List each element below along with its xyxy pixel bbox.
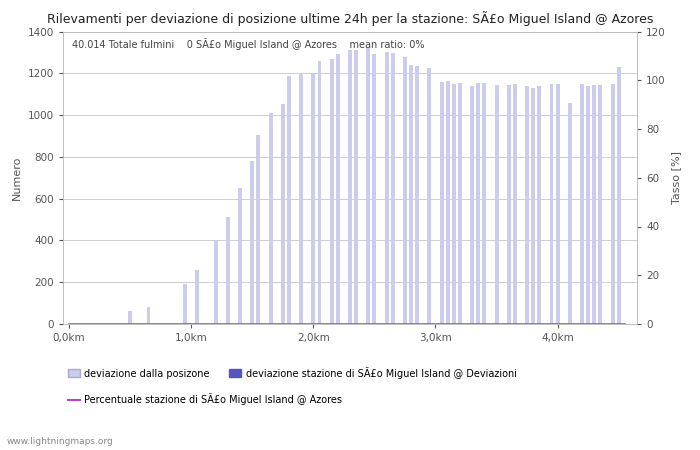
Bar [556,84,559,324]
Bar [470,86,474,324]
Bar [568,103,572,324]
Bar [330,58,334,324]
Bar [476,83,480,324]
Bar [409,65,413,324]
Bar [617,67,621,324]
Bar [214,240,218,324]
Bar [482,83,486,324]
Bar [415,66,419,324]
Bar [586,86,590,324]
Bar [256,135,260,324]
Bar [538,86,541,324]
Bar [238,188,242,324]
Bar [598,85,602,324]
Bar [446,81,449,324]
Bar [128,311,132,324]
Bar [495,85,498,324]
Bar [336,54,340,324]
Bar [372,54,377,324]
Bar [195,270,199,324]
Bar [440,81,444,324]
Y-axis label: Numero: Numero [12,156,22,200]
Bar [452,84,456,324]
Legend: Percentuale stazione di SÃ£o Miguel Island @ Azores: Percentuale stazione di SÃ£o Miguel Isla… [68,393,342,405]
Bar [354,50,358,324]
Bar [531,88,535,324]
Bar [550,84,554,324]
Bar [428,68,431,324]
Bar [366,48,370,324]
Bar [299,73,303,324]
Bar [269,113,272,324]
Y-axis label: Tasso [%]: Tasso [%] [671,151,681,204]
Bar [610,84,615,324]
Bar [281,104,285,324]
Text: 40.014 Totale fulmini    0 SÃ£o Miguel Island @ Azores    mean ratio: 0%: 40.014 Totale fulmini 0 SÃ£o Miguel Isla… [71,38,424,50]
Bar [391,54,395,324]
Bar [287,76,291,324]
Bar [348,50,352,324]
Text: www.lightningmaps.org: www.lightningmaps.org [7,436,113,446]
Bar [525,86,529,324]
Bar [403,57,407,324]
Bar [513,84,517,324]
Bar [318,61,321,324]
Bar [458,83,462,324]
Bar [592,85,596,324]
Bar [183,284,187,324]
Bar [146,307,150,324]
Text: Rilevamenti per deviazione di posizione ultime 24h per la stazione: SÃ£o Miguel : Rilevamenti per deviazione di posizione … [47,11,653,26]
Bar [312,74,315,324]
Bar [251,161,254,324]
Bar [580,84,584,324]
Bar [385,52,389,324]
Bar [507,85,511,324]
Bar [226,217,230,324]
